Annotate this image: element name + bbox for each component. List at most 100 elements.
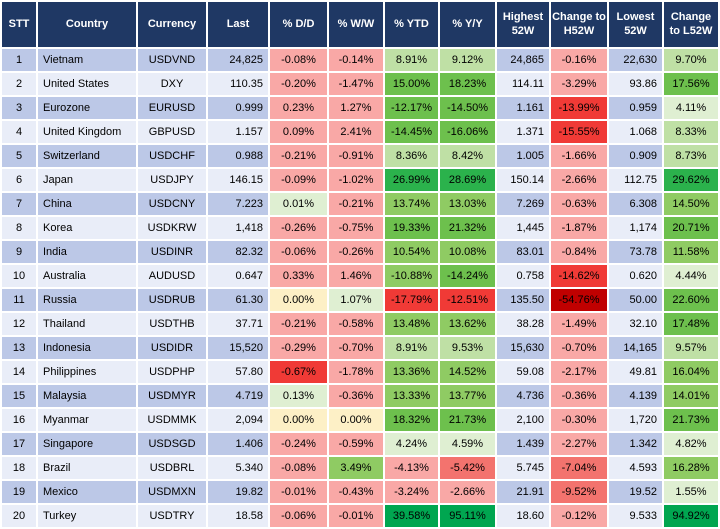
cell-high-52w: 0.758: [497, 265, 549, 287]
cell-chg-h52w: -54.76%: [551, 289, 607, 311]
cell-last: 24,825: [208, 49, 268, 71]
cell-country: Vietnam: [38, 49, 136, 71]
table-body: 1 Vietnam USDVND 24,825 -0.08% -0.14% 8.91% 9.1…: [2, 49, 718, 527]
cell-chg-l52w: 9.57%: [664, 337, 718, 359]
cell-chg-l52w: 17.56%: [664, 73, 718, 95]
cell-stt: 17: [2, 433, 36, 455]
cell-currency: USDIDR: [138, 337, 206, 359]
cell-low-52w: 6.308: [609, 193, 662, 215]
cell-high-52w: 1.439: [497, 433, 549, 455]
cell-ww-pct: -0.43%: [329, 481, 383, 503]
cell-chg-h52w: -0.12%: [551, 505, 607, 527]
cell-currency: USDJPY: [138, 169, 206, 191]
cell-dd-pct: -0.24%: [270, 433, 327, 455]
table-row: 20 Turkey USDTRY 18.58 -0.06% -0.01% 39.58% 95.…: [2, 505, 718, 527]
cell-country: China: [38, 193, 136, 215]
cell-high-52w: 114.11: [497, 73, 549, 95]
cell-high-52w: 59.08: [497, 361, 549, 383]
cell-stt: 13: [2, 337, 36, 359]
cell-country: Singapore: [38, 433, 136, 455]
cell-stt: 9: [2, 241, 36, 263]
cell-chg-l52w: 14.01%: [664, 385, 718, 407]
cell-yy-pct: 21.73%: [440, 409, 495, 431]
cell-ww-pct: -0.75%: [329, 217, 383, 239]
cell-country: Malaysia: [38, 385, 136, 407]
cell-stt: 4: [2, 121, 36, 143]
cell-currency: USDVND: [138, 49, 206, 71]
cell-country: Myanmar: [38, 409, 136, 431]
cell-stt: 5: [2, 145, 36, 167]
cell-ytd-pct: 4.24%: [385, 433, 438, 455]
cell-dd-pct: 0.23%: [270, 97, 327, 119]
header-row: STT Country Currency Last % D/D % W/W % …: [2, 2, 718, 47]
cell-stt: 8: [2, 217, 36, 239]
cell-last: 1.157: [208, 121, 268, 143]
cell-stt: 1: [2, 49, 36, 71]
cell-stt: 2: [2, 73, 36, 95]
cell-low-52w: 19.52: [609, 481, 662, 503]
table-row: 9 India USDINR 82.32 -0.06% -0.26% 10.54% 10.08…: [2, 241, 718, 263]
cell-dd-pct: 0.01%: [270, 193, 327, 215]
cell-low-52w: 0.959: [609, 97, 662, 119]
cell-low-52w: 112.75: [609, 169, 662, 191]
cell-chg-h52w: -15.55%: [551, 121, 607, 143]
cell-chg-h52w: -1.49%: [551, 313, 607, 335]
cell-high-52w: 7.269: [497, 193, 549, 215]
cell-high-52w: 1.005: [497, 145, 549, 167]
cell-country: Korea: [38, 217, 136, 239]
cell-dd-pct: -0.21%: [270, 313, 327, 335]
table-row: 5 Switzerland USDCHF 0.988 -0.21% -0.91% 8.36%…: [2, 145, 718, 167]
table-header: STT Country Currency Last % D/D % W/W % …: [2, 2, 718, 47]
cell-currency: USDTRY: [138, 505, 206, 527]
cell-ytd-pct: 15.00%: [385, 73, 438, 95]
cell-last: 15,520: [208, 337, 268, 359]
cell-last: 7.223: [208, 193, 268, 215]
cell-stt: 18: [2, 457, 36, 479]
cell-chg-h52w: -13.99%: [551, 97, 607, 119]
cell-country: United Kingdom: [38, 121, 136, 143]
cell-yy-pct: -16.06%: [440, 121, 495, 143]
cell-ytd-pct: 10.54%: [385, 241, 438, 263]
cell-chg-l52w: 4.11%: [664, 97, 718, 119]
cell-ww-pct: 3.49%: [329, 457, 383, 479]
cell-high-52w: 1.371: [497, 121, 549, 143]
cell-chg-h52w: -1.66%: [551, 145, 607, 167]
cell-dd-pct: 0.09%: [270, 121, 327, 143]
cell-chg-l52w: 1.55%: [664, 481, 718, 503]
cell-dd-pct: -0.06%: [270, 505, 327, 527]
cell-yy-pct: 95.11%: [440, 505, 495, 527]
cell-low-52w: 1.068: [609, 121, 662, 143]
cell-ww-pct: -0.01%: [329, 505, 383, 527]
cell-stt: 7: [2, 193, 36, 215]
cell-country: India: [38, 241, 136, 263]
table-row: 1 Vietnam USDVND 24,825 -0.08% -0.14% 8.91% 9.1…: [2, 49, 718, 71]
cell-chg-l52w: 21.73%: [664, 409, 718, 431]
cell-dd-pct: -0.20%: [270, 73, 327, 95]
cell-ytd-pct: 19.33%: [385, 217, 438, 239]
cell-country: Russia: [38, 289, 136, 311]
cell-currency: USDCNY: [138, 193, 206, 215]
cell-yy-pct: 13.77%: [440, 385, 495, 407]
cell-low-52w: 1.342: [609, 433, 662, 455]
cell-ytd-pct: -10.88%: [385, 265, 438, 287]
cell-chg-l52w: 29.62%: [664, 169, 718, 191]
cell-ytd-pct: 18.32%: [385, 409, 438, 431]
cell-high-52w: 4.736: [497, 385, 549, 407]
cell-ytd-pct: 13.36%: [385, 361, 438, 383]
cell-currency: USDSGD: [138, 433, 206, 455]
cell-chg-l52w: 11.58%: [664, 241, 718, 263]
cell-yy-pct: 21.32%: [440, 217, 495, 239]
cell-chg-l52w: 22.60%: [664, 289, 718, 311]
cell-last: 1,418: [208, 217, 268, 239]
cell-yy-pct: 13.03%: [440, 193, 495, 215]
cell-low-52w: 0.620: [609, 265, 662, 287]
cell-ytd-pct: -12.17%: [385, 97, 438, 119]
cell-ytd-pct: 13.74%: [385, 193, 438, 215]
cell-chg-h52w: -0.36%: [551, 385, 607, 407]
cell-last: 37.71: [208, 313, 268, 335]
cell-ww-pct: -0.14%: [329, 49, 383, 71]
col-header-dd: % D/D: [270, 2, 327, 47]
cell-ytd-pct: 8.91%: [385, 337, 438, 359]
cell-high-52w: 150.14: [497, 169, 549, 191]
cell-low-52w: 93.86: [609, 73, 662, 95]
